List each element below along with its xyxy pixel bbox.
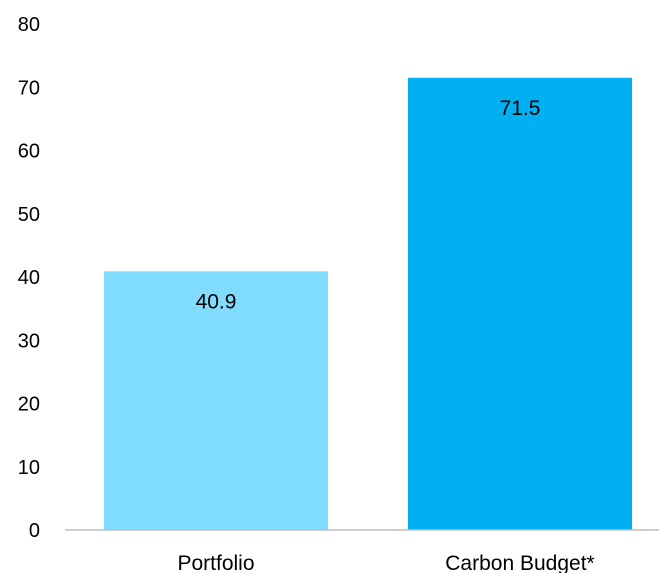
y-tick-label: 70 xyxy=(18,77,40,99)
data-label: 71.5 xyxy=(500,97,541,120)
bar xyxy=(104,271,328,530)
y-tick-label: 30 xyxy=(18,330,40,352)
bars: 40.9 71.5 xyxy=(104,77,632,530)
x-axis-labels: Portfolio Carbon Budget* xyxy=(177,552,594,573)
y-tick-label: 10 xyxy=(18,457,40,479)
y-tick-label: 60 xyxy=(18,141,40,163)
y-tick-label: 50 xyxy=(18,204,40,226)
bar xyxy=(408,77,632,530)
x-category-label: Portfolio xyxy=(177,552,254,573)
y-tick-label: 80 xyxy=(18,14,40,36)
y-tick-label: 20 xyxy=(18,394,40,416)
data-label: 40.9 xyxy=(196,290,237,313)
y-tick-label: 0 xyxy=(29,520,40,542)
y-tick-label: 40 xyxy=(18,267,40,289)
y-axis-ticks: 0 10 20 30 40 50 60 70 80 xyxy=(18,14,40,542)
x-category-label: Carbon Budget* xyxy=(445,552,594,573)
